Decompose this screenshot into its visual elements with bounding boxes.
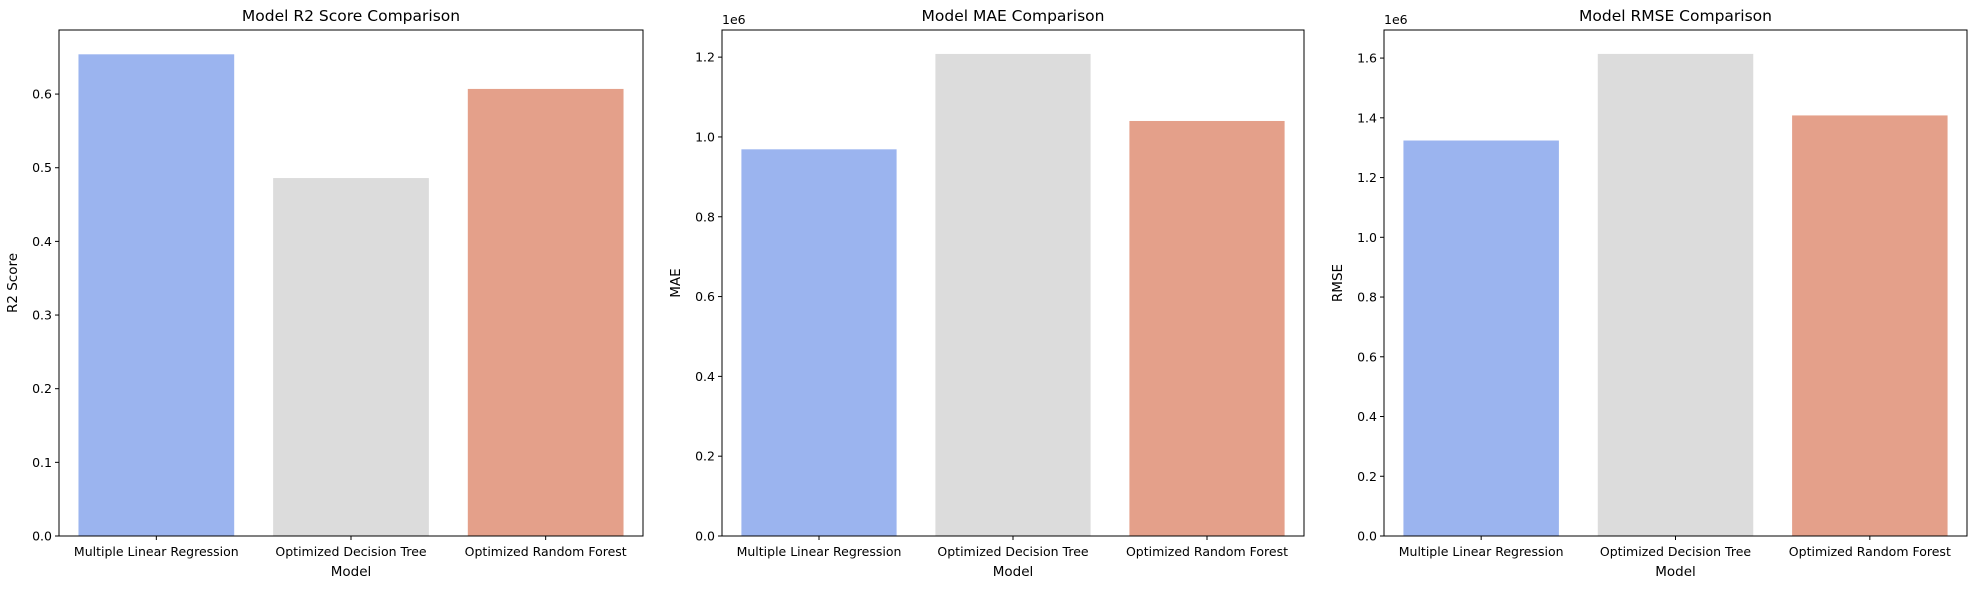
x-tick-label: Optimized Decision Tree (937, 544, 1088, 559)
x-tick-label: Multiple Linear Regression (1399, 544, 1564, 559)
y-tick-label: 0.2 (695, 449, 715, 464)
y-tick-label: 0.4 (1357, 409, 1377, 424)
y-tick-label: 0.6 (32, 87, 52, 102)
y-tick-label: 0.3 (32, 308, 52, 323)
bar (1597, 53, 1754, 537)
y-tick-label: 1.4 (1357, 110, 1377, 125)
y-tick-label: 0.2 (32, 381, 52, 396)
y-tick-label: 1.2 (1357, 170, 1377, 185)
bar (741, 149, 897, 536)
chart-title: Model MAE Comparison (922, 7, 1105, 25)
y-tick-label: 1.2 (695, 50, 715, 65)
chart-title: Model RMSE Comparison (1579, 7, 1772, 25)
y-tick-label: 0.0 (695, 529, 715, 544)
axis-offset-label: 1e6 (1384, 12, 1408, 27)
x-tick-label: Multiple Linear Regression (74, 544, 239, 559)
x-tick-label: Multiple Linear Regression (737, 544, 902, 559)
bar (1129, 120, 1285, 536)
chart-panel-3: 0.0 0.2 0.4 0.6 0.8 1.0 1.2 1.4 1.6 Multiple Line… (1330, 7, 1968, 580)
y-tick-label: 1.0 (695, 129, 715, 144)
y-tick-label: 0.6 (1357, 349, 1377, 364)
y-tick-label: 1.0 (1357, 230, 1377, 245)
y-tick-label: 0.8 (1357, 290, 1377, 305)
y-tick-label: 0.8 (695, 209, 715, 224)
chart-panel-2: 0.0 0.2 0.4 0.6 0.8 1.0 1.2 Multiple Linear Reg… (668, 7, 1305, 580)
bar (467, 88, 624, 537)
y-tick-label: 0.4 (32, 234, 52, 249)
chart-panel-1: 0.0 0.1 0.2 0.3 0.4 0.5 0.6 Multiple Linear Reg… (5, 7, 644, 580)
x-tick-label: Optimized Decision Tree (275, 544, 426, 559)
bar (78, 54, 235, 537)
y-tick-label: 0.1 (32, 455, 52, 470)
y-tick-label: 0.4 (695, 369, 715, 384)
x-tick-label: Optimized Random Forest (465, 544, 627, 559)
y-axis-label: MAE (668, 268, 684, 297)
y-tick-label: 0.0 (1357, 529, 1377, 544)
x-axis-label: Model (1655, 564, 1696, 580)
x-tick-label: Optimized Random Forest (1789, 544, 1951, 559)
axis-offset-label: 1e6 (722, 12, 746, 27)
bar (1403, 140, 1559, 536)
x-axis-label: Model (993, 564, 1034, 580)
x-axis-label: Model (331, 564, 372, 580)
chart-title: Model R2 Score Comparison (242, 7, 460, 25)
y-tick-label: 0.2 (1357, 469, 1377, 484)
bar (935, 53, 1091, 536)
bar (273, 178, 429, 537)
bar (1792, 115, 1948, 537)
x-tick-label: Optimized Random Forest (1126, 544, 1288, 559)
y-tick-label: 1.6 (1357, 51, 1377, 66)
y-axis-label: RMSE (1330, 264, 1346, 302)
y-tick-label: 0.6 (695, 289, 715, 304)
y-tick-label: 0.5 (32, 160, 52, 175)
y-axis-label: R2 Score (5, 253, 21, 313)
x-tick-label: Optimized Decision Tree (1600, 544, 1751, 559)
y-tick-label: 0.0 (32, 529, 52, 544)
